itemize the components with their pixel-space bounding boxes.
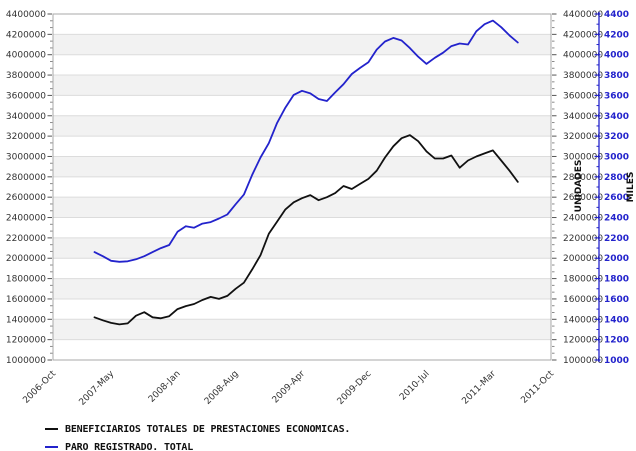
- x-axis-tick-label: 2011-Oct: [519, 369, 556, 406]
- left-axis-tick-label: 2800000: [6, 173, 46, 183]
- miles-tick-label: 4200: [604, 30, 629, 40]
- plot-band: [53, 176, 551, 198]
- plot-band: [53, 75, 551, 96]
- plot-band: [53, 156, 551, 177]
- right-units-tick-label: 3200000: [563, 132, 603, 142]
- miles-tick-label: 2400: [604, 214, 629, 224]
- axis-title-miles: MILES: [626, 171, 636, 203]
- miles-tick-label: 2000: [604, 254, 629, 264]
- legend-label-paro: PARO REGISTRADO. TOTAL: [65, 441, 194, 451]
- chart-legend: BENEFICIARIOS TOTALES DE PRESTACIONES EC…: [45, 420, 350, 451]
- left-axis-tick-label: 4400000: [6, 10, 46, 20]
- legend-label-beneficiarios: BENEFICIARIOS TOTALES DE PRESTACIONES EC…: [65, 423, 351, 435]
- x-axis-tick-label: 2009-Apr: [271, 369, 308, 406]
- right-units-tick-label: 3000000: [563, 152, 603, 162]
- plot-band: [53, 237, 551, 259]
- left-axis-tick-label: 4200000: [6, 30, 46, 40]
- x-axis-tick-label: 2008-Aug: [203, 369, 241, 407]
- right-units-tick-label: 2200000: [563, 234, 603, 244]
- plot-band: [53, 278, 551, 299]
- right-units-tick-label: 1000000: [563, 356, 603, 366]
- left-axis-tick-label: 3200000: [6, 132, 46, 142]
- axis-title-unidades: UNIDADES: [574, 159, 584, 213]
- right-units-tick-label: 3400000: [563, 112, 603, 122]
- plot-band: [53, 34, 551, 55]
- legend-line-marker-blue: [45, 446, 58, 448]
- miles-tick-label: 2200: [604, 234, 629, 244]
- left-axis-tick-label: 2600000: [6, 193, 46, 203]
- x-axis-tick-label: 2006-Oct: [21, 369, 58, 406]
- miles-tick-label: 4000: [604, 51, 629, 61]
- series-line: [93, 19, 519, 263]
- right-units-tick-label: 4400000: [563, 10, 603, 20]
- right-units-tick-label: 4000000: [563, 51, 603, 61]
- plot-band: [53, 136, 551, 157]
- left-axis-tick-label: 3800000: [6, 71, 46, 81]
- miles-tick-label: 1000: [604, 356, 629, 366]
- right-units-tick-label: 3600000: [563, 91, 603, 101]
- right-units-tick-label: 2800000: [563, 173, 603, 183]
- right-units-tick-label: 1800000: [563, 275, 603, 285]
- left-axis-tick-label: 2200000: [6, 234, 46, 244]
- x-axis-tick-label: 2010-Jul: [398, 369, 432, 403]
- right-units-tick-label: 4200000: [563, 30, 603, 40]
- x-axis-tick-label: 2009-Dec: [336, 369, 374, 407]
- miles-tick-label: 1400: [604, 315, 629, 325]
- left-axis-tick-label: 1800000: [6, 275, 46, 285]
- legend-line-marker-black: [45, 428, 58, 430]
- series-line: [93, 134, 519, 326]
- plot-band: [53, 258, 551, 279]
- left-axis-tick-label: 4000000: [6, 51, 46, 61]
- miles-tick-label: 3600: [604, 91, 629, 101]
- right-units-tick-label: 2600000: [563, 193, 603, 203]
- plot-band: [53, 339, 551, 360]
- right-units-tick-label: 3800000: [563, 71, 603, 81]
- x-axis-tick-label: 2007-May: [77, 369, 116, 408]
- miles-tick-label: 1600: [604, 295, 629, 305]
- left-axis-tick-label: 1200000: [6, 336, 46, 346]
- miles-tick-label: 3000: [604, 152, 629, 162]
- plot-band: [53, 14, 551, 35]
- legend-item-paro: PARO REGISTRADO. TOTAL: [45, 438, 350, 451]
- miles-tick-label: 4400: [604, 10, 629, 20]
- miles-tick-label: 2800: [604, 173, 629, 183]
- plot-band: [53, 197, 551, 218]
- left-axis-tick-label: 2000000: [6, 254, 46, 264]
- right-units-tick-label: 1600000: [563, 295, 603, 305]
- left-axis-tick-label: 1000000: [6, 356, 46, 366]
- plot-band: [53, 319, 551, 340]
- x-axis-tick-label: 2008-Jan: [147, 369, 183, 405]
- right-units-tick-label: 1400000: [563, 315, 603, 325]
- plot-band: [53, 54, 551, 76]
- right-units-tick-label: 1200000: [563, 336, 603, 346]
- plot-band: [53, 115, 551, 137]
- plot-band: [53, 217, 551, 238]
- right-units-tick-label: 2400000: [563, 214, 603, 224]
- left-axis-tick-label: 3400000: [6, 112, 46, 122]
- legend-item-beneficiarios: BENEFICIARIOS TOTALES DE PRESTACIONES EC…: [45, 420, 350, 438]
- right-units-tick-label: 2000000: [563, 254, 603, 264]
- plot-band: [53, 95, 551, 116]
- left-axis-tick-label: 1400000: [6, 315, 46, 325]
- miles-tick-label: 3400: [604, 112, 629, 122]
- miles-tick-label: 2600: [604, 193, 629, 203]
- left-axis-tick-label: 3600000: [6, 91, 46, 101]
- plot-border: [52, 13, 552, 361]
- left-axis-tick-label: 3000000: [6, 152, 46, 162]
- miles-tick-label: 1200: [604, 336, 629, 346]
- miles-tick-label: 1800: [604, 275, 629, 285]
- left-axis-tick-label: 1600000: [6, 295, 46, 305]
- x-axis-tick-label: 2011-Mar: [460, 369, 498, 407]
- plot-band: [53, 298, 551, 320]
- miles-tick-label: 3200: [604, 132, 629, 142]
- left-axis-tick-label: 2400000: [6, 214, 46, 224]
- miles-tick-label: 3800: [604, 71, 629, 81]
